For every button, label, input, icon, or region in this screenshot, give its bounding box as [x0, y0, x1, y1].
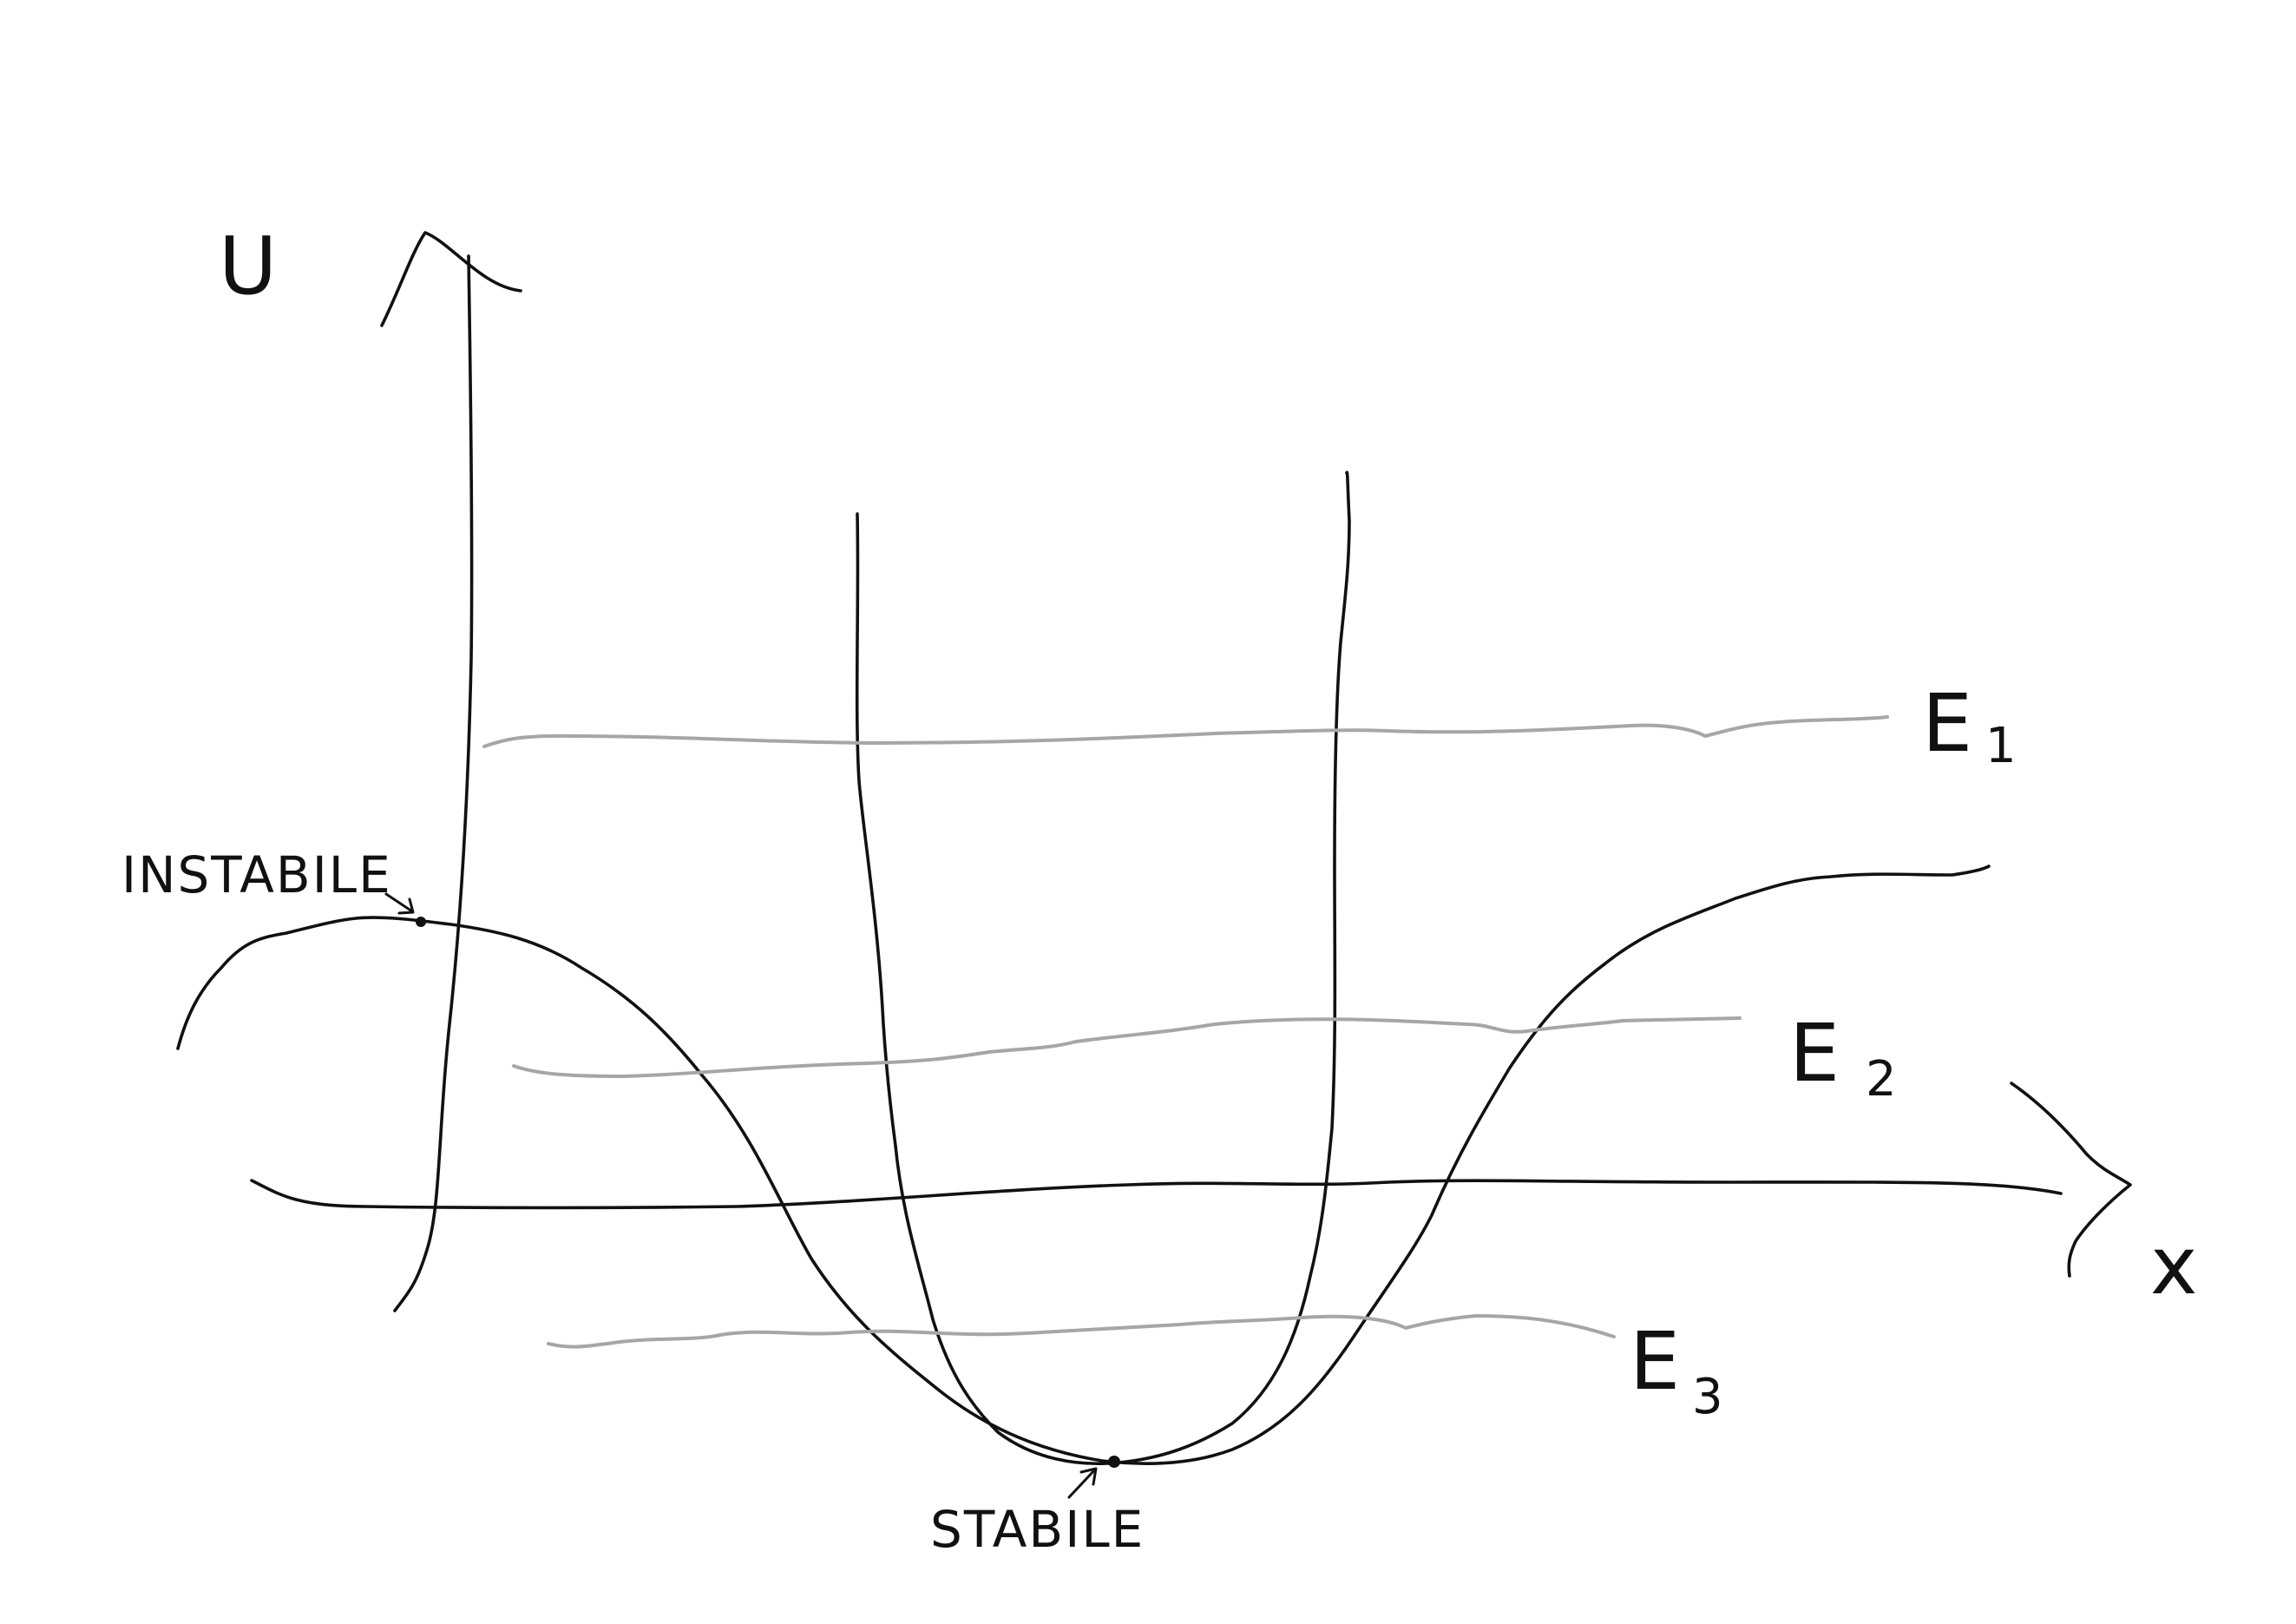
x-axis-label: x — [2150, 1220, 2197, 1312]
e1-subscript: 1 — [1985, 718, 2017, 774]
e3-label: E — [1630, 1315, 1680, 1408]
x-axis — [250, 1179, 2063, 1210]
potential-curve — [176, 865, 1991, 1465]
x-axis-arrowhead — [2010, 1082, 2132, 1278]
e2-label: E — [1789, 1007, 1840, 1100]
e1-label: E — [1922, 677, 1972, 770]
energy-level-e3 — [547, 1314, 1616, 1349]
u-axis-arrowhead — [380, 231, 522, 327]
unstable-point — [416, 917, 426, 927]
stable-arrow — [1067, 1467, 1098, 1499]
stable-label: STABILE — [930, 1500, 1145, 1559]
stable-point — [1108, 1456, 1120, 1468]
e3-subscript: 3 — [1692, 1369, 1723, 1425]
u-axis-label: U — [219, 220, 277, 312]
unstable-label: INSTABILE — [121, 845, 392, 904]
e2-subscript: 2 — [1866, 1051, 1897, 1108]
energy-level-e2 — [512, 1016, 1742, 1078]
narrow-well-curve — [855, 470, 1351, 1466]
energy-level-e1 — [482, 715, 1889, 748]
u-axis — [393, 254, 474, 1312]
unstable-arrow — [384, 892, 415, 915]
